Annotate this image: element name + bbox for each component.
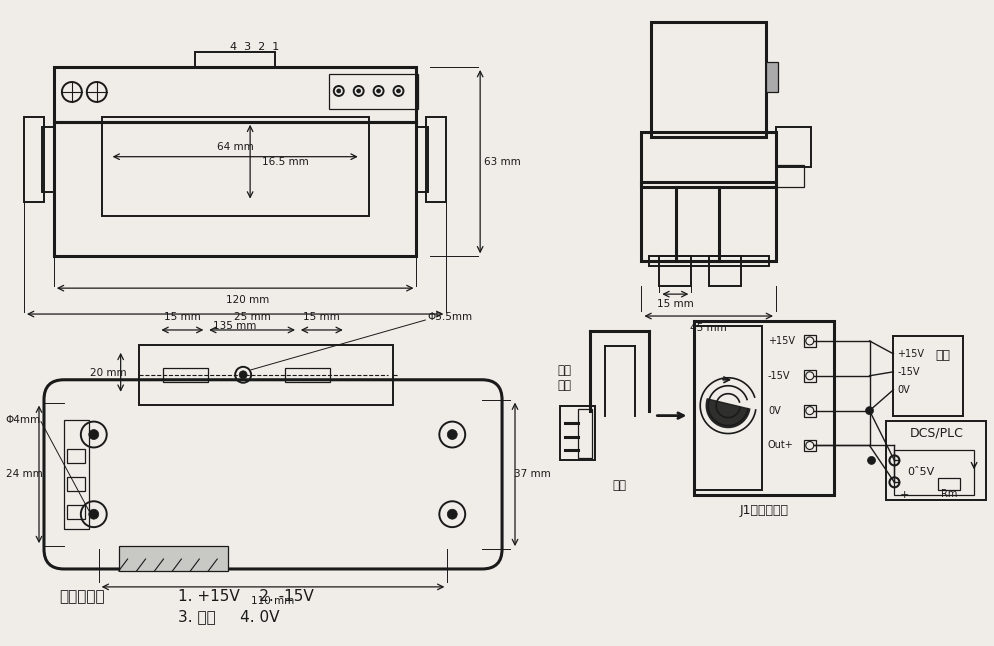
Text: 24 mm: 24 mm	[6, 470, 43, 479]
Circle shape	[447, 430, 457, 439]
Circle shape	[868, 457, 876, 464]
Bar	[804, 335, 816, 347]
Text: 20 mm: 20 mm	[90, 368, 127, 378]
Text: 63 mm: 63 mm	[484, 157, 521, 167]
Text: +: +	[900, 490, 909, 500]
Text: Φ4mm: Φ4mm	[6, 415, 41, 424]
Text: 135 mm: 135 mm	[214, 321, 256, 331]
Bar	[560, 406, 594, 461]
Text: 25 mm: 25 mm	[234, 312, 270, 322]
Bar	[776, 127, 811, 167]
Text: 15 mm: 15 mm	[164, 312, 201, 322]
Text: DCS/PLC: DCS/PLC	[910, 426, 963, 439]
Polygon shape	[706, 399, 749, 428]
Bar	[776, 165, 804, 187]
Text: 设备: 设备	[558, 379, 572, 392]
Circle shape	[397, 89, 401, 93]
Circle shape	[357, 89, 361, 93]
Bar	[709, 256, 742, 286]
Bar	[895, 450, 974, 495]
Text: 15 mm: 15 mm	[657, 299, 694, 309]
Text: 120 mm: 120 mm	[226, 295, 268, 305]
Bar	[651, 22, 766, 137]
Circle shape	[447, 509, 457, 519]
Bar	[138, 345, 393, 404]
Bar	[887, 421, 986, 500]
Text: 1. +15V    2. -15V: 1. +15V 2. -15V	[178, 589, 314, 605]
Text: Rm: Rm	[941, 489, 957, 499]
Text: 37 mm: 37 mm	[514, 470, 551, 479]
Text: 64 mm: 64 mm	[217, 141, 253, 152]
Text: +15V: +15V	[898, 349, 924, 359]
Text: -15V: -15V	[768, 371, 790, 380]
Text: Φ5.5mm: Φ5.5mm	[427, 312, 472, 322]
Bar	[426, 117, 446, 202]
Text: -15V: -15V	[898, 367, 919, 377]
Bar	[329, 74, 418, 109]
Circle shape	[866, 406, 874, 415]
Circle shape	[240, 371, 248, 379]
Text: 电动: 电动	[558, 364, 572, 377]
Text: 110 mm: 110 mm	[251, 596, 294, 606]
Text: 45 mm: 45 mm	[690, 323, 727, 333]
Text: 0V: 0V	[768, 406, 780, 415]
Bar	[641, 182, 776, 261]
Bar	[24, 117, 44, 202]
Bar	[766, 62, 778, 92]
Bar	[694, 326, 762, 490]
Bar	[67, 505, 84, 519]
Text: Out+: Out+	[768, 441, 793, 450]
Text: 输入: 输入	[612, 479, 626, 492]
Bar	[804, 439, 816, 452]
Bar	[42, 127, 54, 192]
Bar	[694, 321, 834, 495]
Text: 电源: 电源	[935, 349, 950, 362]
Bar	[54, 67, 416, 122]
Text: 4  3  2  1: 4 3 2 1	[231, 42, 279, 52]
Bar	[804, 404, 816, 417]
Bar	[118, 546, 229, 571]
Bar	[54, 122, 416, 256]
Bar	[163, 368, 209, 382]
Bar	[416, 127, 428, 192]
Circle shape	[337, 89, 341, 93]
Bar	[804, 370, 816, 382]
Text: J1电流传感器: J1电流传感器	[740, 504, 788, 517]
Text: 3. 输出     4. 0V: 3. 输出 4. 0V	[178, 609, 280, 624]
Bar	[894, 336, 963, 415]
Bar	[578, 409, 591, 459]
Bar	[67, 450, 84, 463]
Bar	[641, 132, 776, 187]
Bar	[196, 52, 275, 67]
Text: 副边连接：: 副边连接：	[59, 589, 104, 605]
Text: 15 mm: 15 mm	[303, 312, 340, 322]
Bar	[64, 420, 88, 529]
Bar	[67, 477, 84, 492]
Circle shape	[88, 509, 98, 519]
Text: 16.5 mm: 16.5 mm	[261, 157, 308, 167]
Bar	[938, 478, 960, 490]
Text: +15V: +15V	[768, 336, 795, 346]
Bar	[649, 256, 769, 266]
Text: 0ˆ5V: 0ˆ5V	[908, 467, 935, 477]
Bar	[285, 368, 330, 382]
Bar	[101, 117, 369, 216]
Circle shape	[377, 89, 381, 93]
Text: 0V: 0V	[898, 385, 911, 395]
Bar	[659, 256, 691, 286]
Circle shape	[88, 430, 98, 439]
